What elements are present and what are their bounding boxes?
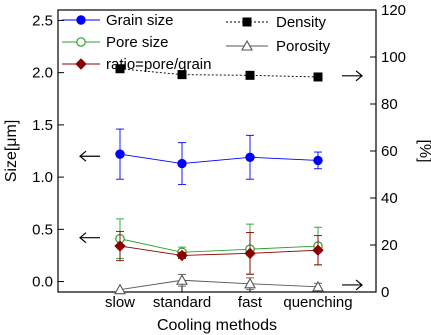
data-point <box>244 247 256 260</box>
series-line <box>119 68 319 78</box>
series-porosity <box>114 273 324 295</box>
data-point <box>313 155 323 166</box>
series-line <box>119 279 319 291</box>
data-point <box>115 149 125 159</box>
y-right-tick-label: 0 <box>381 284 389 301</box>
y-right-tick-label: 60 <box>381 143 398 160</box>
data-point <box>312 280 324 292</box>
y-left-tick-label: 1.0 <box>32 169 53 186</box>
arrow-head <box>79 232 87 244</box>
data-point <box>115 64 125 74</box>
x-axis-label: Cooling methods <box>157 317 277 334</box>
series-line <box>119 238 319 253</box>
legend-layer: Grain size Pore size ratio=pore/grain Densi… <box>62 12 331 73</box>
legend-item: Pore size <box>62 34 169 51</box>
y-axis-right-label: [%] <box>416 139 431 162</box>
legend-marker <box>76 15 86 25</box>
legend-marker <box>75 58 87 70</box>
y-right-tick-label: 120 <box>381 2 406 19</box>
series-density <box>115 64 323 82</box>
legend-item: Density <box>226 14 327 31</box>
y-right-tick-label: 100 <box>381 49 406 66</box>
arrow-head <box>355 70 363 82</box>
legend-item: ratio=pore/grain <box>62 56 211 73</box>
legend-label: Grain size <box>106 12 174 29</box>
legend-item: Porosity <box>226 38 331 55</box>
legend-marker <box>241 39 253 51</box>
data-point <box>177 70 187 80</box>
data-point <box>313 72 323 82</box>
legend-item: Grain size <box>62 12 174 29</box>
data-point <box>312 244 324 256</box>
x-tick-label: slow <box>105 294 135 311</box>
series-line <box>119 245 319 256</box>
arrows-layer <box>79 70 363 291</box>
data-point <box>176 274 188 285</box>
legend-marker <box>76 37 86 47</box>
y-left-tick-label: 2.5 <box>32 12 53 29</box>
x-tick-label: fast <box>238 294 263 311</box>
data-point <box>245 152 255 162</box>
axes: 0.0 0.5 1.0 1.5 2.0 2.5 0 20 40 60 80 100 120 slow sta… <box>32 2 406 311</box>
data-point <box>114 240 126 252</box>
x-tick-label: standard <box>153 294 211 311</box>
y-left-tick-label: 1.5 <box>32 117 53 134</box>
series-pore-size <box>115 218 323 275</box>
y-left-tick-label: 0.0 <box>32 274 53 291</box>
legend-label: Porosity <box>276 38 331 55</box>
series-line <box>119 153 319 164</box>
series-layer <box>114 64 324 295</box>
y-left-tick-label: 0.5 <box>32 221 53 238</box>
arrow-head <box>355 279 363 291</box>
data-point <box>244 277 256 289</box>
legend-label: Pore size <box>106 34 169 51</box>
y-axis-left-label: Size[μm] <box>3 120 20 183</box>
y-left-tick-label: 2.0 <box>32 65 53 82</box>
data-point <box>176 249 188 262</box>
series-grain-size <box>115 128 323 185</box>
arrow-head <box>79 150 87 162</box>
series-ratio-pore-grain <box>114 230 324 275</box>
legend-label: Density <box>276 14 327 31</box>
legend-label: ratio=pore/grain <box>106 56 211 73</box>
y-right-tick-label: 80 <box>381 96 398 113</box>
y-right-tick-label: 20 <box>381 237 398 254</box>
y-right-tick-label: 40 <box>381 190 398 207</box>
data-point <box>177 158 187 169</box>
legend-marker <box>242 17 252 27</box>
data-point <box>114 283 126 295</box>
data-point <box>245 70 255 80</box>
x-tick-label: quenching <box>283 294 352 311</box>
